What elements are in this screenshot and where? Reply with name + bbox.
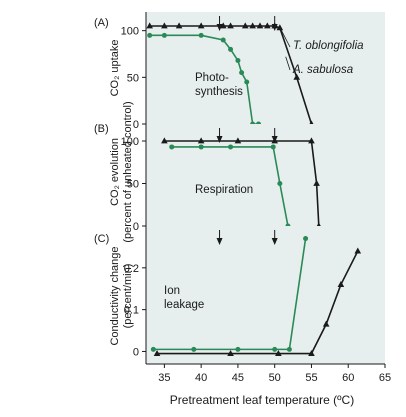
- y-tick-label: 0.1: [124, 305, 139, 317]
- arrow-marker: [216, 128, 223, 143]
- annotation: Ion: [164, 285, 180, 297]
- data-point: [175, 22, 183, 29]
- leader-line: [285, 56, 291, 71]
- data-point: [146, 22, 153, 29]
- annotation: Respiration: [195, 184, 253, 196]
- data-point: [153, 349, 161, 356]
- plot-area: [146, 226, 385, 364]
- data-point: [286, 346, 292, 352]
- panel-3: 0 0.1 0.2 (C)Conductivity change(percent/mi…: [94, 226, 385, 364]
- arrow-marker: [216, 230, 223, 245]
- x-tick-label: 45: [232, 372, 244, 384]
- data-point: [219, 22, 227, 29]
- x-axis-label: Pretreatment leaf temperature (ºC): [170, 393, 354, 407]
- data-point: [227, 349, 234, 356]
- plot-area: [146, 124, 385, 226]
- x-tick-label: 40: [195, 372, 207, 384]
- arrow-marker: [271, 230, 278, 245]
- data-point: [293, 73, 301, 80]
- y-tick-label: 100: [121, 136, 139, 148]
- series-line: [149, 34, 259, 125]
- data-point: [313, 179, 320, 186]
- data-point: [244, 79, 250, 85]
- panel-label: (A): [94, 17, 109, 29]
- series-line: [153, 238, 307, 351]
- y-tick-label: 0.2: [124, 263, 139, 275]
- x-tick-label: 50: [269, 372, 281, 384]
- data-point: [271, 22, 278, 29]
- data-point: [241, 22, 249, 29]
- panel-2: 0 50 100 (B)CO₂ evolution(percent of unheat…: [94, 101, 385, 243]
- data-point: [197, 22, 205, 29]
- data-point: [337, 280, 345, 287]
- y-tick-label: 0: [133, 119, 139, 131]
- y-tick-label: 0: [133, 221, 139, 233]
- y-tick-label: 0: [133, 346, 139, 358]
- series-a-sabulosa: [150, 236, 309, 352]
- data-point: [198, 144, 204, 150]
- data-point: [249, 22, 256, 29]
- series-line: [171, 146, 289, 227]
- y-axis-label: CO₂ evolution(percent of unheated contro…: [109, 101, 134, 242]
- data-point: [147, 32, 153, 38]
- series-t-oblongifolia: [153, 247, 362, 356]
- annotation: Photo-: [195, 72, 229, 84]
- x-tick-label: 35: [158, 372, 170, 384]
- data-point: [264, 22, 271, 29]
- panel-label: (B): [94, 123, 109, 135]
- data-point: [169, 144, 175, 150]
- x-tick-label: 65: [379, 372, 391, 384]
- x-tick-label: 55: [305, 372, 317, 384]
- data-point: [234, 137, 242, 144]
- data-point: [303, 236, 309, 242]
- data-point: [198, 32, 204, 38]
- annotation: synthesis: [195, 86, 243, 98]
- data-point: [161, 22, 168, 29]
- y-axis-label: Conductivity change(percent/min): [109, 246, 134, 345]
- y-tick-label: 50: [127, 72, 139, 84]
- data-point: [191, 346, 197, 352]
- y-tick-label: 100: [121, 26, 139, 38]
- data-point: [256, 22, 264, 29]
- data-point: [308, 349, 315, 356]
- data-point: [197, 137, 205, 144]
- data-point: [275, 349, 282, 356]
- x-tick-label: 60: [342, 372, 354, 384]
- y-tick-label: 50: [127, 179, 139, 191]
- data-point: [270, 144, 276, 150]
- plot-area: [146, 12, 385, 124]
- leader-line: [280, 28, 291, 48]
- data-point: [271, 137, 278, 144]
- data-point: [322, 320, 330, 327]
- panel-1: 0 50 100 (A)CO₂ uptake Photo-synthesis T. obl…: [94, 12, 385, 131]
- data-point: [277, 181, 283, 186]
- y-axis-label: CO₂ uptake: [109, 40, 121, 97]
- series-t-oblongifolia: [146, 22, 315, 127]
- data-point: [161, 137, 168, 144]
- data-point: [228, 46, 234, 52]
- data-point: [161, 32, 167, 38]
- data-point: [220, 37, 226, 43]
- data-point: [354, 247, 362, 254]
- data-point: [272, 346, 278, 352]
- series-label-a-sabulosa: A. sabulosa: [292, 64, 353, 76]
- data-point: [150, 346, 156, 352]
- series-label-t-oblongifolia: T. oblongifolia: [293, 40, 364, 52]
- data-point: [276, 24, 284, 31]
- annotation: leakage: [164, 299, 204, 311]
- panel-label: (C): [94, 233, 109, 245]
- data-point: [235, 58, 241, 64]
- data-point: [228, 144, 234, 150]
- data-point: [235, 346, 241, 352]
- data-point: [227, 22, 234, 29]
- data-point: [239, 70, 245, 76]
- data-point: [308, 137, 315, 144]
